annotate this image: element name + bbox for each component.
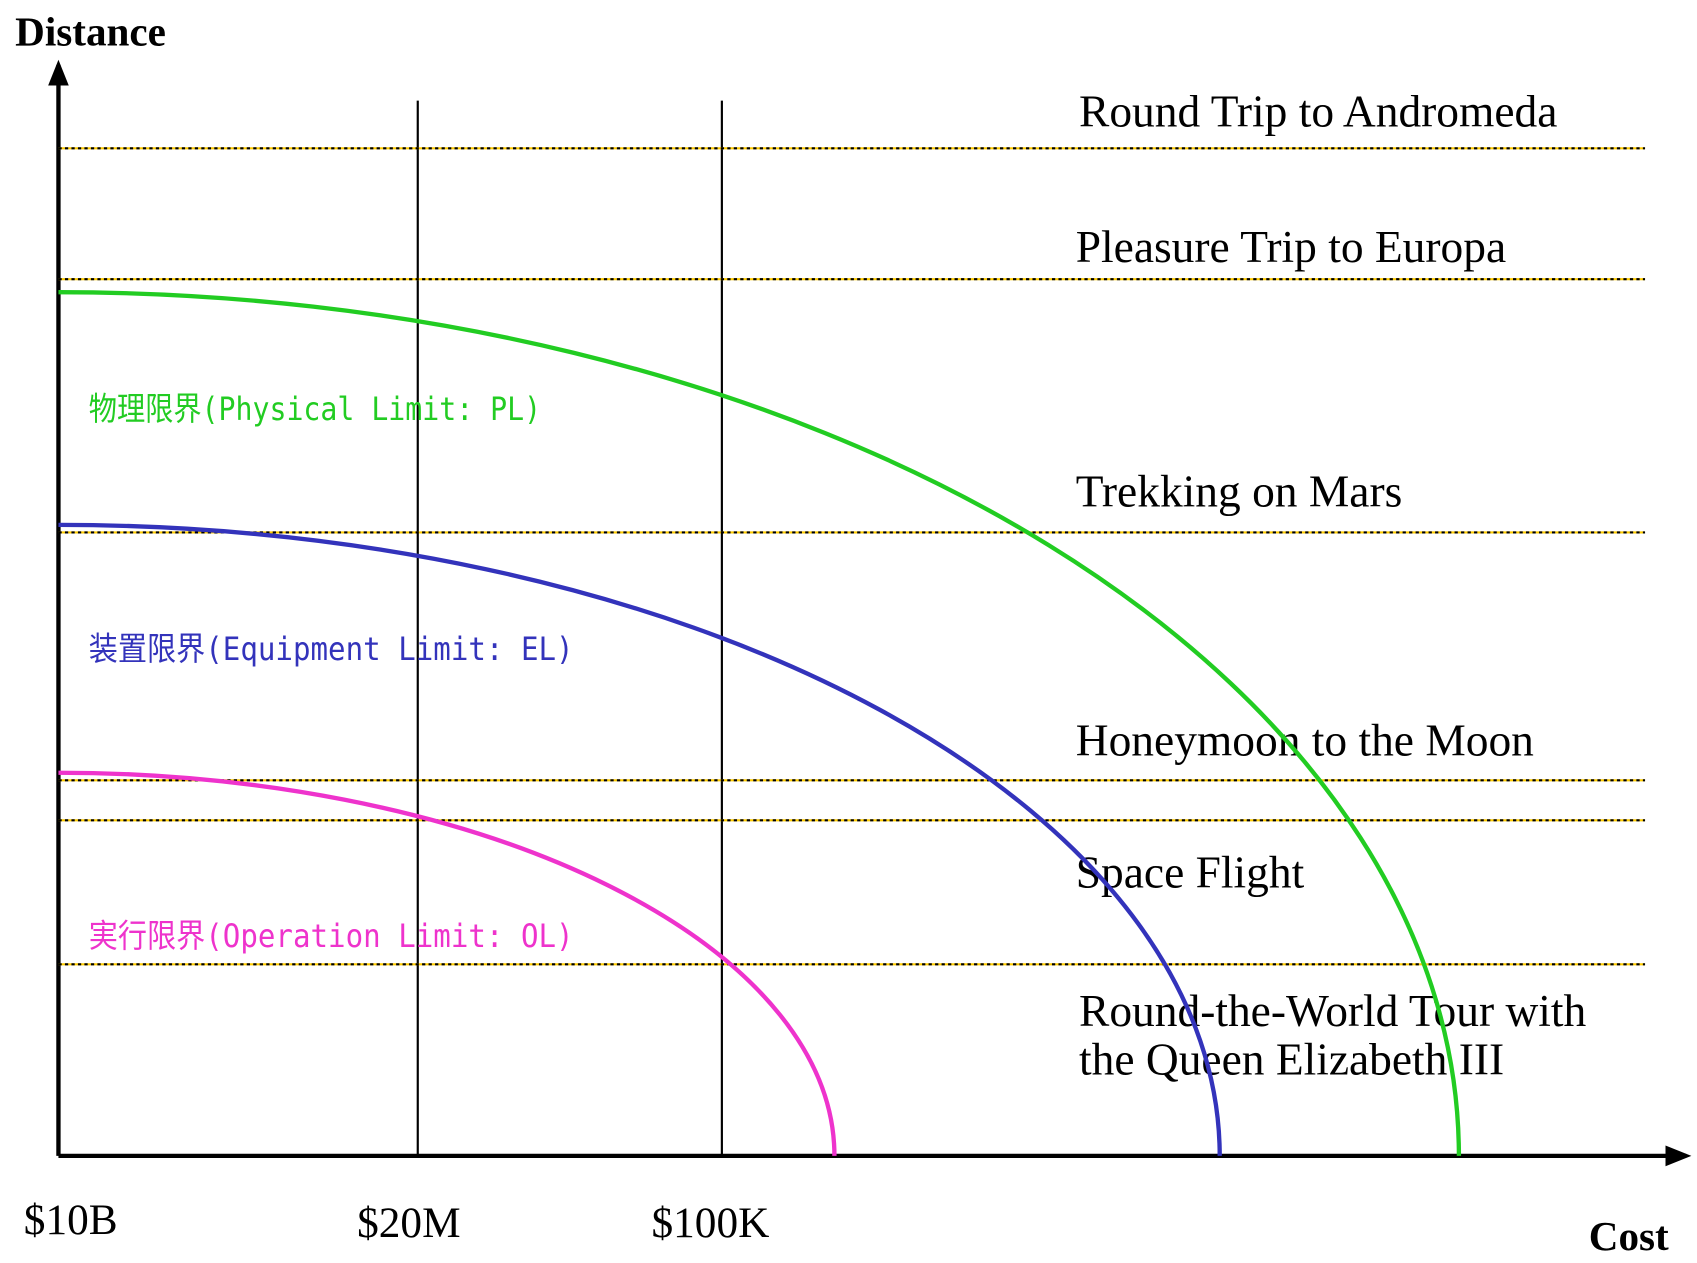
level-label: Pleasure Trip to Europa <box>1076 221 1506 272</box>
curve-label: 実行限界(Operation Limit: OL) <box>89 917 574 955</box>
level-label: Round-the-World Tour with <box>1079 985 1587 1036</box>
level-label: Trekking on Mars <box>1076 465 1403 516</box>
level-label: Round Trip to Andromeda <box>1079 86 1557 137</box>
level-label: Space Flight <box>1076 846 1305 897</box>
x-label: $100K <box>652 1199 770 1247</box>
curve-label: 装置限界(Equipment Limit: EL) <box>89 630 574 668</box>
curve-label: 物理限界(Physical Limit: PL) <box>89 390 541 428</box>
y-axis-label: Distance <box>15 8 166 54</box>
x-label: $20M <box>357 1199 460 1247</box>
limit-curve <box>58 770 837 1156</box>
limit-curve <box>58 522 1222 1156</box>
x-axis-label: Cost <box>1589 1213 1669 1259</box>
x-label: $10B <box>24 1196 118 1244</box>
level-label: the Queen Elizabeth III <box>1079 1034 1504 1085</box>
limit-curve <box>58 290 1462 1156</box>
level-label: Honeymoon to the Moon <box>1076 714 1534 765</box>
